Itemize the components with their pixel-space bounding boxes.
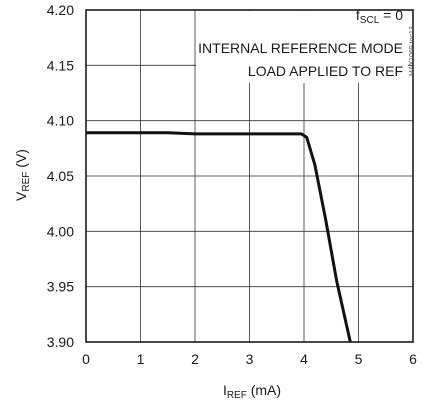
y-tick-label: 4.10	[47, 113, 74, 129]
y-tick-label: 4.00	[47, 223, 74, 239]
x-tick-label: 4	[300, 351, 308, 367]
y-tick-label: 4.05	[47, 168, 74, 184]
x-tick-label: 2	[191, 351, 199, 367]
plot-frame	[85, 9, 414, 343]
annotation-background	[196, 11, 408, 83]
series-layer	[86, 131, 352, 343]
y-tick-label: 4.20	[47, 2, 74, 18]
annotation-mode: INTERNAL REFERENCE MODE	[198, 40, 403, 56]
y-tick-label: 3.90	[47, 334, 74, 350]
y-tick-label: 4.15	[47, 57, 74, 73]
annotation-fscl: fSCL = 0	[356, 7, 403, 26]
y-axis-label: VREF (V)	[13, 149, 32, 201]
x-tick-label: 6	[409, 351, 417, 367]
tick-labels: 0 1 2 3 4 5 6 3.90 3.95 4.00 4.05 4.10 4.15 4.20	[47, 2, 417, 367]
x-tick-label: 3	[246, 351, 254, 367]
watermark-label: MAX1069 toc13	[409, 26, 416, 76]
x-tick-label: 1	[137, 351, 145, 367]
series-line	[86, 131, 352, 343]
x-tick-label: 5	[355, 351, 363, 367]
x-tick-label: 0	[82, 351, 90, 367]
annotation-load: LOAD APPLIED TO REF	[248, 63, 403, 79]
y-tick-label: 3.95	[47, 279, 74, 295]
x-axis-label: IREF (mA)	[223, 382, 281, 401]
